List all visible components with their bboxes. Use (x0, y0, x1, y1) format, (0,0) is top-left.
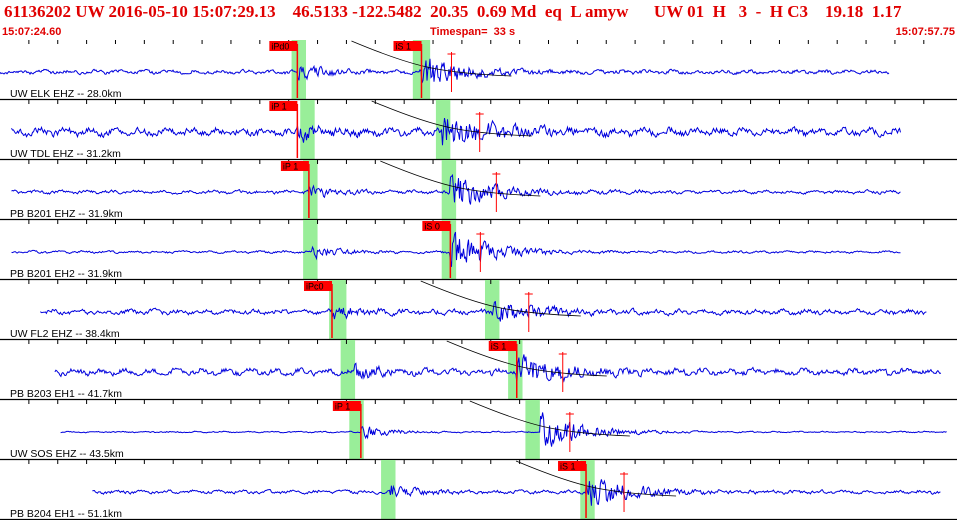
p-pick-label: iPc0 (306, 282, 324, 292)
s-window (441, 220, 457, 280)
p-window (300, 100, 315, 160)
s-window (525, 400, 540, 460)
channel-label: PB B203 EH1 -- 41.7km (10, 388, 122, 400)
waveform-trace (92, 479, 941, 506)
travel-time-curve (446, 340, 607, 377)
channel-label: UW SOS EHZ -- 43.5km (10, 448, 124, 460)
header: 61136202 UW 2016-05-10 15:07:29.13 46.51… (0, 0, 957, 40)
travel-time-curve (351, 40, 512, 77)
travel-time-curve (420, 280, 581, 317)
p-pick-label: iP 1 (271, 102, 286, 112)
channel-label: PB B201 EHZ -- 31.9km (10, 208, 123, 220)
p-window (329, 280, 347, 340)
channel-label: UW FL2 EHZ -- 38.4km (10, 328, 120, 340)
waveform-trace (60, 412, 947, 447)
channel-label: UW ELK EHZ -- 28.0km (10, 88, 122, 100)
p-pick-label: iPd0 (271, 42, 289, 52)
s-pick-flag (488, 341, 517, 351)
s-pick-label: iS 1 (491, 342, 507, 352)
waveform-trace (11, 118, 901, 146)
channel-label: PB B201 EH2 -- 31.9km (10, 268, 122, 280)
start-time: 15:07:24.60 (2, 26, 62, 38)
waveform-trace (0, 58, 890, 84)
end-time: 15:07:57.75 (895, 26, 955, 38)
channel-label: PB B204 EH1 -- 51.1km (10, 508, 122, 520)
waveform-trace (40, 300, 927, 322)
channel-label: UW TDL EHZ -- 31.2km (10, 148, 121, 160)
s-window (508, 340, 523, 400)
p-window (303, 220, 318, 280)
waveform-trace (54, 354, 942, 384)
s-pick-label: iS 0 (424, 222, 440, 232)
seismogram-plot: iPd0 iS 1 UW ELK EHZ -- 28.0km iP 1 UW TDL E… (0, 40, 957, 520)
p-pick-flag (269, 101, 298, 111)
timespan-label: Timespan= 33 s (430, 26, 516, 38)
p-window (291, 40, 307, 100)
s-pick-label: iS 1 (395, 42, 411, 52)
event-title: 61136202 UW 2016-05-10 15:07:29.13 46.51… (4, 2, 902, 21)
p-pick-flag (269, 41, 298, 51)
p-pick-label: iP 1 (283, 162, 298, 172)
p-pick-flag (280, 161, 309, 171)
s-window (484, 280, 500, 340)
s-pick-flag (558, 461, 587, 471)
s-pick-label: iS 1 (560, 462, 576, 472)
p-pick-flag (303, 281, 332, 291)
travel-time-curve (380, 160, 541, 197)
s-pick-flag (393, 41, 422, 51)
waveform-trace (11, 231, 901, 267)
s-pick-flag (422, 221, 451, 231)
p-pick-label: iP 1 (335, 402, 350, 412)
travel-time-curve (371, 100, 532, 137)
p-window (381, 460, 396, 520)
p-pick-flag (332, 401, 361, 411)
travel-time-curve (515, 460, 677, 497)
travel-time-curve (469, 400, 630, 437)
